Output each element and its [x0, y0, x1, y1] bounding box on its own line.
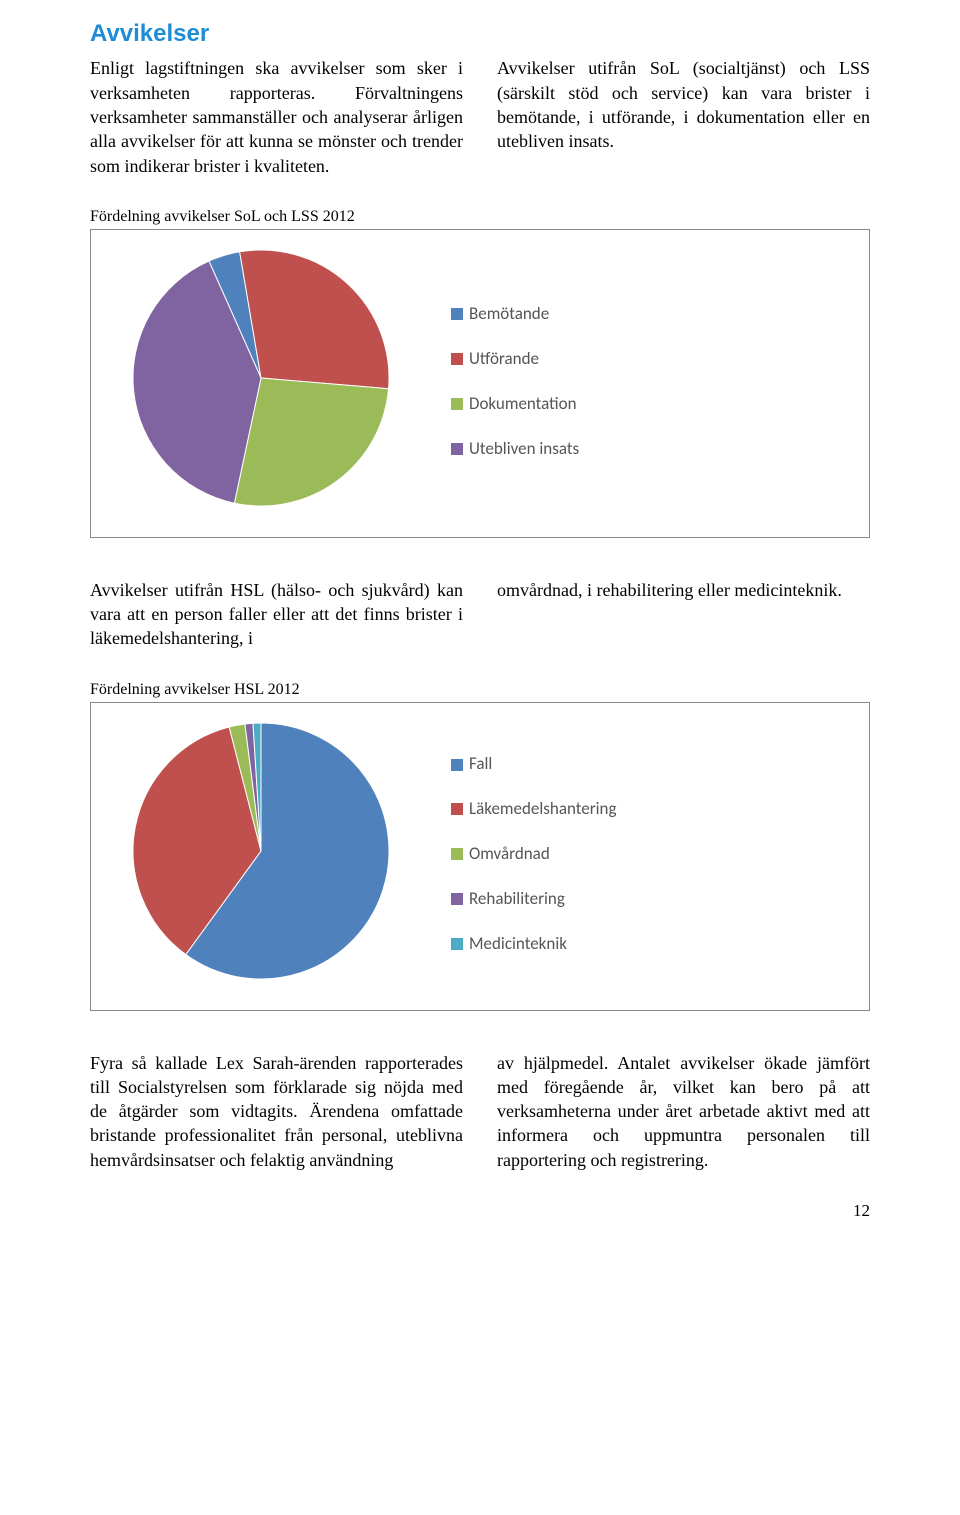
- pie-slice: [240, 250, 389, 389]
- legend-swatch: [451, 938, 463, 950]
- intro-right: Avvikelser utifrån SoL (socialtjänst) oc…: [497, 56, 870, 177]
- outro-right: av hjälpmedel. Antalet avvikelser ökade …: [497, 1051, 870, 1172]
- legend-swatch: [451, 353, 463, 365]
- legend-item: Läkemedelshantering: [451, 798, 841, 821]
- legend-label: Bemötande: [469, 303, 549, 326]
- legend-label: Omvårdnad: [469, 843, 550, 866]
- legend-swatch: [451, 398, 463, 410]
- outro-columns: Fyra så kallade Lex Sarah-ärenden rappor…: [90, 1051, 870, 1172]
- outro-left: Fyra så kallade Lex Sarah-ärenden rappor…: [90, 1051, 463, 1172]
- legend-swatch: [451, 759, 463, 771]
- chart2-pie: [131, 721, 391, 987]
- legend-item: Utebliven insats: [451, 438, 841, 461]
- pie-slice: [234, 378, 388, 506]
- chart1-pie: [131, 248, 391, 514]
- legend-item: Omvårdnad: [451, 843, 841, 866]
- legend-item: Bemötande: [451, 303, 841, 326]
- chart1-title: Fördelning avvikelser SoL och LSS 2012: [90, 206, 870, 228]
- legend-item: Medicinteknik: [451, 933, 841, 956]
- legend-swatch: [451, 848, 463, 860]
- intro-columns: Enligt lagstiftningen ska avvikelser som…: [90, 56, 870, 177]
- legend-label: Utförande: [469, 348, 539, 371]
- chart1-legend: Bemötande Utförande Dokumentation Utebliven…: [451, 281, 841, 483]
- legend-item: Utförande: [451, 348, 841, 371]
- chart2-title: Fördelning avvikelser HSL 2012: [90, 679, 870, 701]
- legend-swatch: [451, 803, 463, 815]
- legend-item: Fall: [451, 753, 841, 776]
- mid-left: Avvikelser utifrån HSL (hälso- och sjukv…: [90, 578, 463, 651]
- legend-label: Rehabilitering: [469, 888, 565, 911]
- legend-label: Medicinteknik: [469, 933, 567, 956]
- legend-item: Rehabilitering: [451, 888, 841, 911]
- legend-swatch: [451, 893, 463, 905]
- chart2-box: Fall Läkemedelshantering Omvårdnad Rehabili…: [90, 702, 870, 1010]
- legend-swatch: [451, 308, 463, 320]
- mid-right: omvårdnad, i rehabilitering eller medici…: [497, 578, 870, 651]
- section-heading: Avvikelser: [90, 18, 870, 50]
- legend-label: Dokumentation: [469, 393, 577, 416]
- legend-label: Utebliven insats: [469, 438, 579, 461]
- legend-swatch: [451, 443, 463, 455]
- page-number: 12: [90, 1200, 870, 1223]
- chart1-box: Bemötande Utförande Dokumentation Utebliven…: [90, 229, 870, 537]
- mid-columns: Avvikelser utifrån HSL (hälso- och sjukv…: [90, 578, 870, 651]
- chart2-legend: Fall Läkemedelshantering Omvårdnad Rehabili…: [451, 731, 841, 978]
- legend-label: Läkemedelshantering: [469, 798, 617, 821]
- legend-label: Fall: [469, 753, 492, 776]
- legend-item: Dokumentation: [451, 393, 841, 416]
- intro-left: Enligt lagstiftningen ska avvikelser som…: [90, 56, 463, 177]
